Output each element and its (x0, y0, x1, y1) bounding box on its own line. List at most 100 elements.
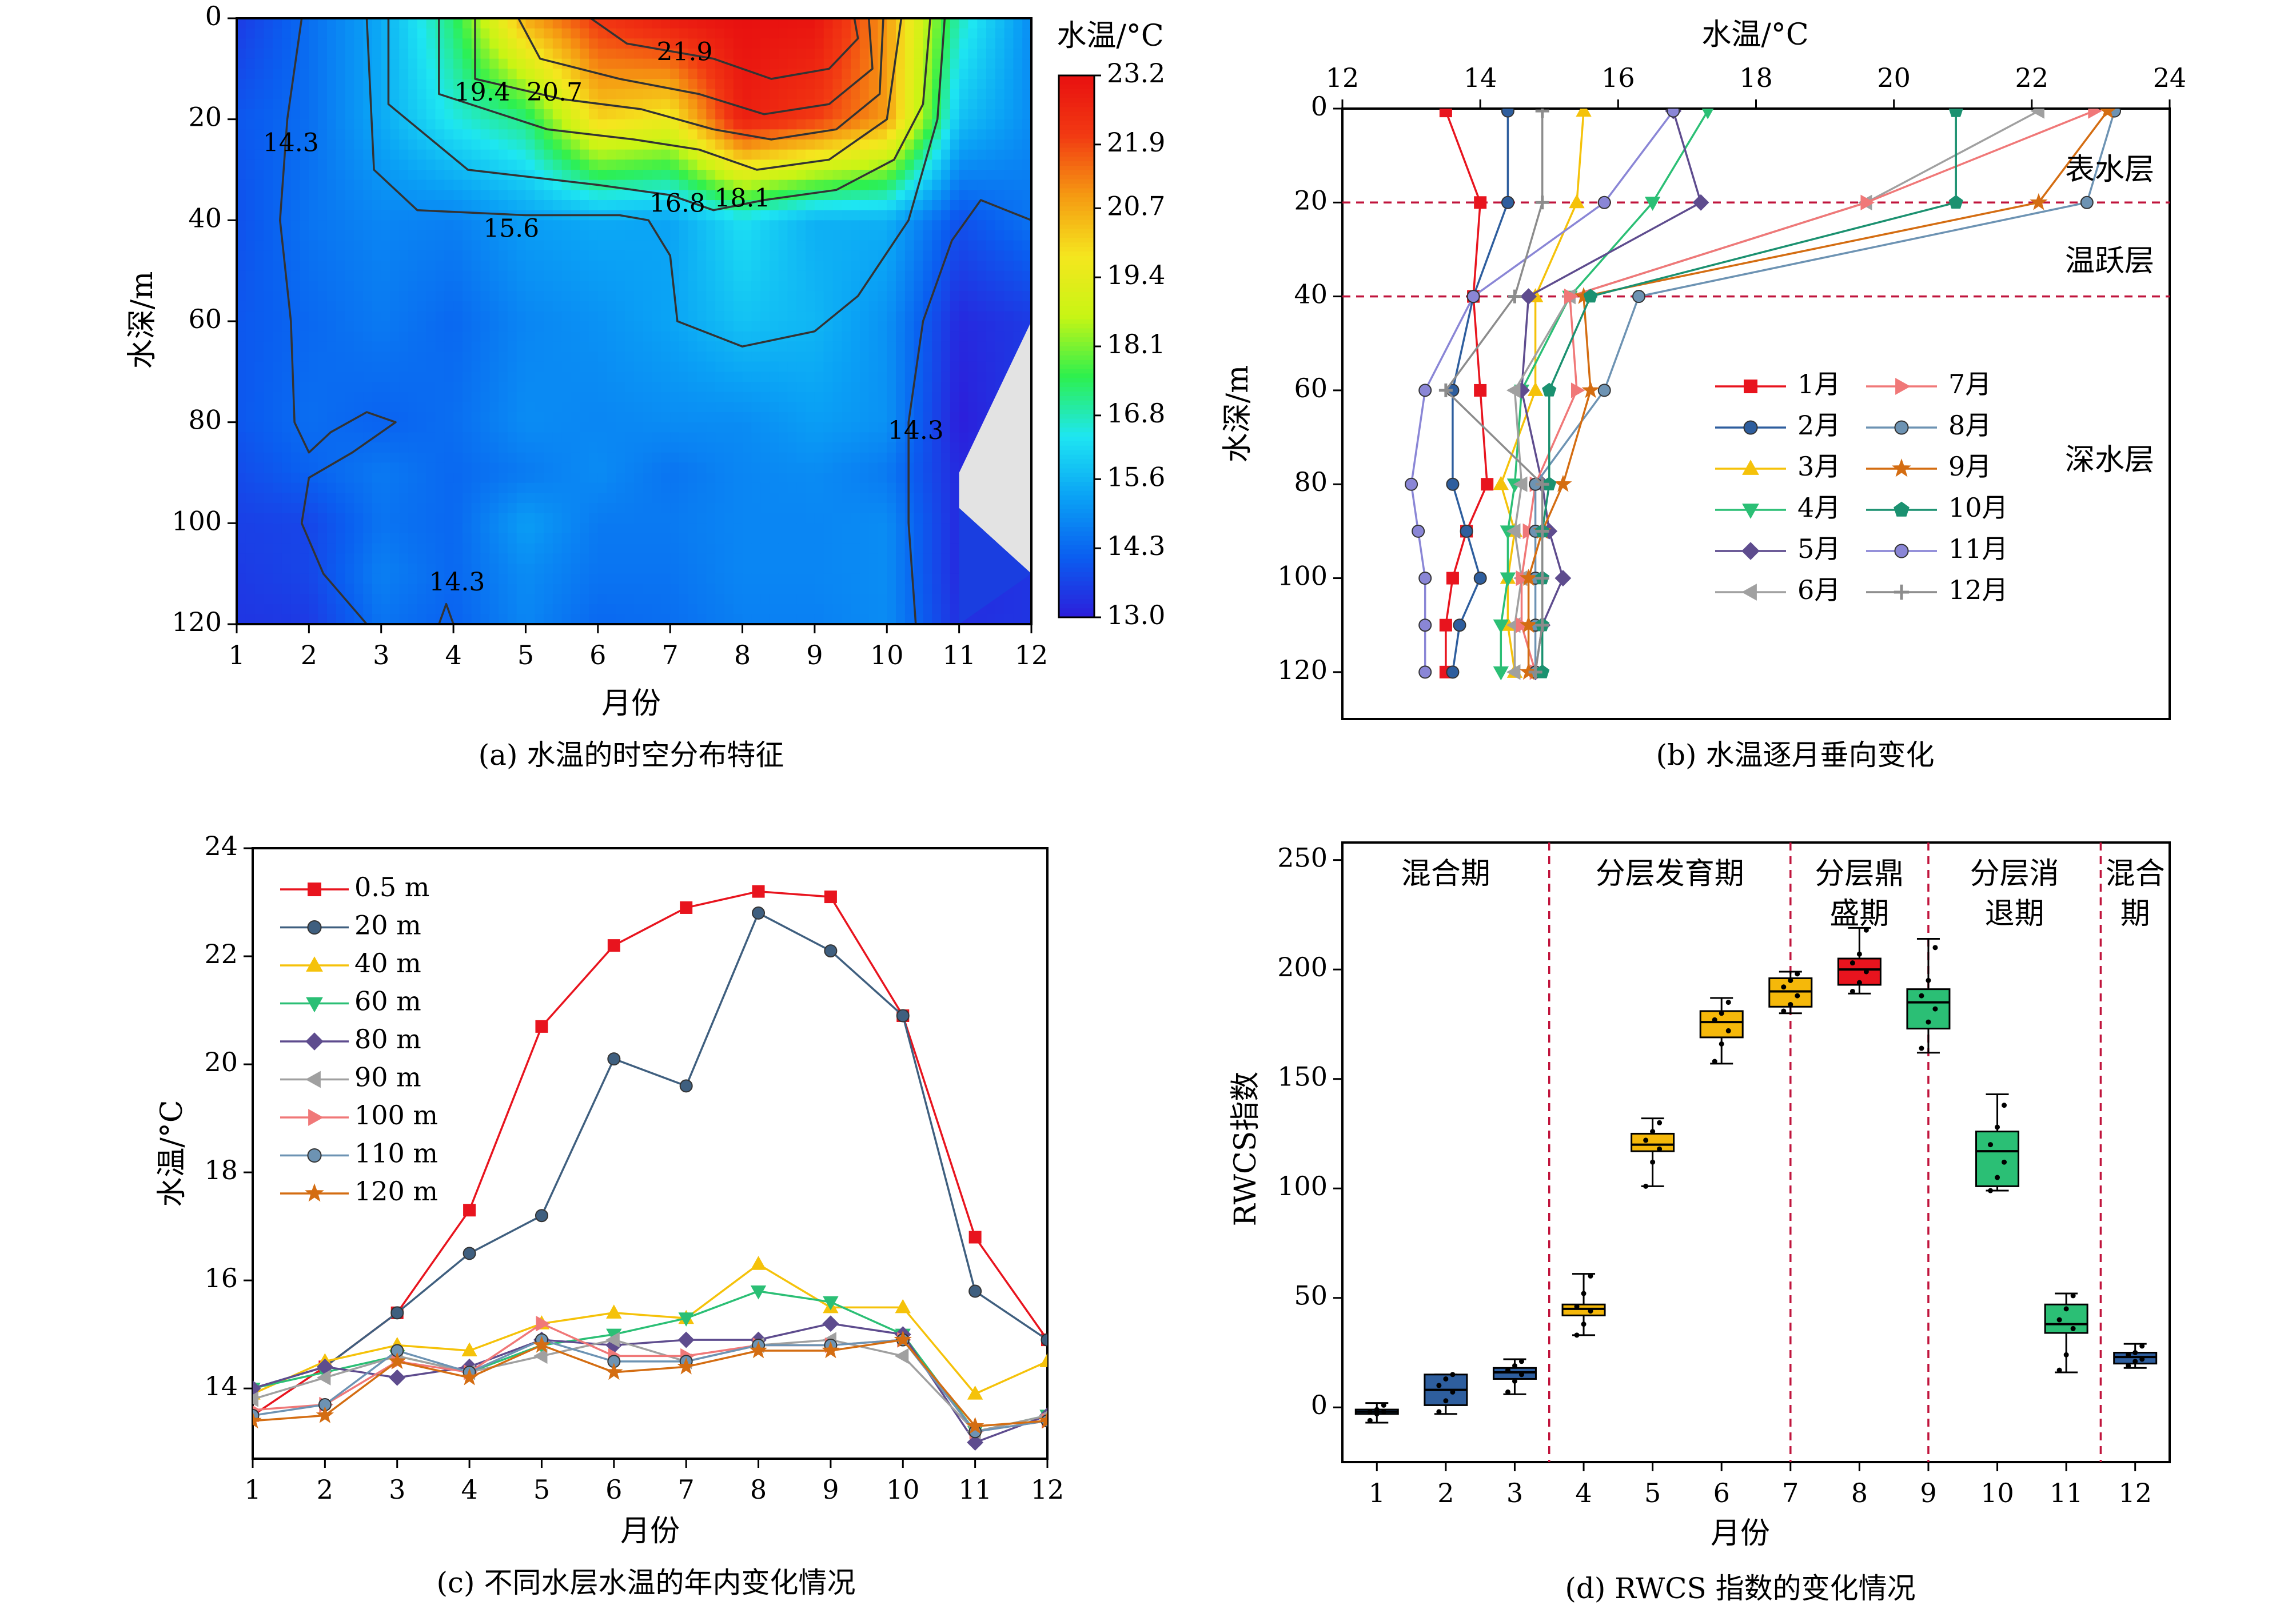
heat-cell (237, 604, 246, 615)
heat-cell (724, 473, 734, 484)
heat-cell (245, 533, 256, 544)
heat-cell (435, 311, 445, 322)
heat-cell (489, 261, 499, 272)
heat-cell (806, 240, 815, 251)
heat-cell (652, 564, 662, 574)
heat-cell (634, 291, 644, 302)
heat-cell (760, 28, 770, 39)
heat-cell (977, 361, 987, 373)
heat-cell (851, 270, 860, 282)
heat-cell (309, 321, 318, 332)
heat-cell (616, 513, 626, 524)
heat-cell (914, 200, 924, 211)
heat-cell (597, 109, 608, 120)
heat-cell (832, 573, 843, 585)
heat-cell (326, 270, 337, 282)
heat-cell (408, 523, 418, 534)
heat-cell (941, 331, 951, 342)
heat-cell (381, 291, 391, 302)
heat-cell (851, 149, 860, 161)
heat-cell (661, 462, 671, 473)
heat-cell (326, 89, 337, 100)
heat-cell (444, 230, 454, 241)
heat-cell (842, 341, 851, 352)
heat-cell (932, 432, 942, 443)
heat-cell (968, 38, 978, 49)
heat-cell (616, 159, 626, 170)
heat-cell (887, 170, 896, 181)
heat-cell (372, 149, 382, 161)
heat-cell (589, 584, 599, 594)
heat-cell (372, 119, 382, 130)
heat-cell (715, 291, 725, 302)
heat-cell (823, 270, 834, 282)
heat-cell (489, 119, 499, 130)
heat-cell (769, 311, 779, 322)
heat-cell (516, 129, 527, 140)
heat-cell (489, 240, 499, 251)
heat-cell (778, 604, 788, 615)
heat-cell (245, 311, 256, 322)
heat-cell (823, 139, 834, 150)
heat-cell (336, 250, 346, 261)
heat-cell (742, 250, 752, 261)
heat-cell (336, 170, 346, 181)
heat-cell (290, 89, 301, 100)
heat-cell (859, 432, 870, 443)
heat-cell (571, 281, 581, 292)
heat-cell (326, 382, 337, 393)
heat-cell (814, 311, 824, 322)
heat-cell (326, 49, 337, 59)
heat-cell (670, 543, 680, 554)
heat-cell (878, 594, 888, 605)
heat-cell (561, 382, 572, 393)
heat-cell (453, 240, 463, 251)
heat-cell (237, 119, 246, 130)
heat-cell (580, 230, 589, 241)
heat-cell (859, 352, 870, 362)
heat-cell (453, 79, 463, 90)
heat-cell (652, 149, 662, 161)
heat-cell (300, 139, 310, 150)
heat-cell (643, 614, 653, 624)
heat-cell (968, 49, 978, 59)
heat-cell (760, 179, 770, 191)
heat-cell (535, 462, 544, 473)
heat-cell (715, 250, 725, 261)
heat-cell (417, 382, 427, 393)
heat-cell (715, 584, 725, 594)
heat-cell (652, 18, 662, 29)
heat-cell (625, 392, 635, 403)
heat-cell (670, 28, 680, 39)
heat-cell (309, 261, 318, 272)
heat-cell (778, 220, 788, 231)
heat-cell (237, 341, 246, 352)
heat-cell (381, 432, 391, 443)
heat-cell (381, 109, 391, 120)
heat-cell (552, 604, 563, 615)
heat-cell (471, 352, 481, 362)
heat-cell (634, 220, 644, 231)
heat-cell (896, 493, 906, 504)
heat-cell (444, 533, 454, 544)
heat-cell (787, 38, 798, 49)
heat-cell (535, 584, 544, 594)
heat-cell (290, 190, 301, 201)
heat-cell (471, 553, 481, 564)
heat-cell (778, 149, 788, 161)
heat-cell (444, 352, 454, 362)
heat-cell (887, 412, 896, 423)
heat-cell (318, 573, 328, 585)
heat-cell (697, 109, 707, 120)
heat-cell (372, 200, 382, 211)
heat-cell (706, 99, 716, 110)
heat-cell (516, 230, 527, 241)
heat-cell (706, 573, 716, 585)
heat-cell (904, 382, 915, 393)
heat-cell (896, 452, 906, 464)
heat-cell (688, 220, 698, 231)
heat-cell (634, 129, 644, 140)
heat-cell (778, 422, 788, 433)
heat-cell (561, 422, 572, 433)
heat-cell (417, 179, 427, 191)
